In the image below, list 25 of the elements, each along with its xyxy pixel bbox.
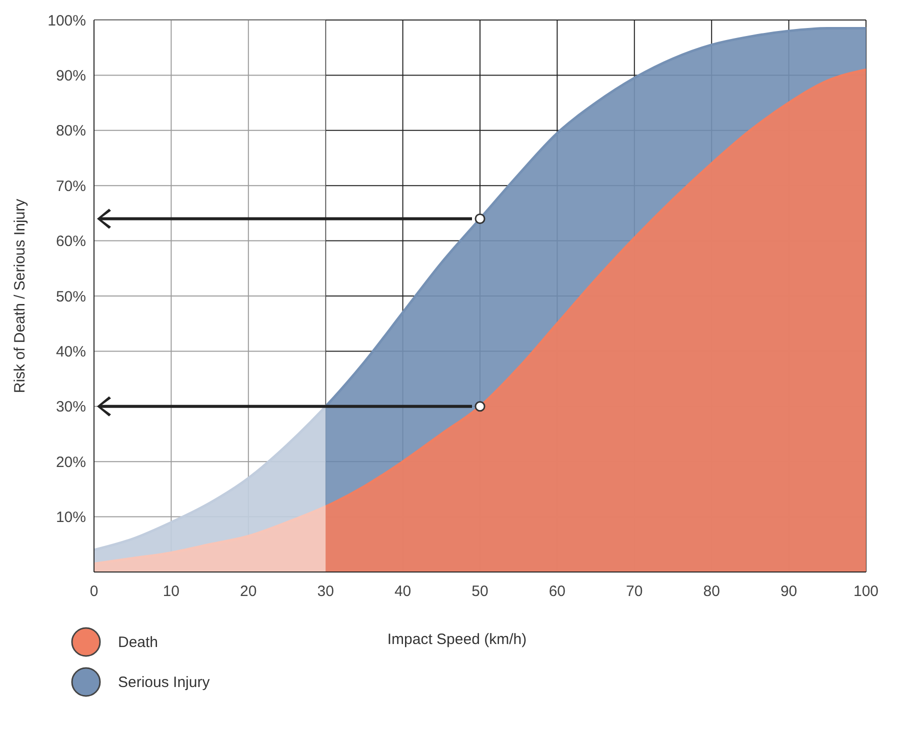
y-tick-label: 20% — [56, 454, 86, 471]
x-tick-label: 40 — [394, 583, 412, 600]
y-tick-label: 10% — [56, 509, 86, 526]
x-tick-label: 80 — [703, 583, 720, 600]
x-axis-title: Impact Speed (km/h) — [387, 631, 527, 648]
x-tick-label: 70 — [626, 583, 643, 600]
x-tick-label: 50 — [472, 583, 488, 600]
legend-label: Death — [118, 634, 158, 650]
y-tick-label: 40% — [56, 344, 86, 361]
y-tick-label: 100% — [48, 12, 86, 30]
y-tick-label: 60% — [56, 233, 86, 250]
y-tick-label: 30% — [56, 398, 86, 416]
x-tick-label: 20 — [240, 583, 257, 600]
legend-label: Serious Injury — [118, 674, 210, 690]
y-axis-title: Risk of Death / Serious Injury — [11, 198, 28, 394]
x-tick-label: 60 — [548, 583, 566, 600]
y-tick-label: 90% — [56, 68, 86, 85]
x-tick-label: 30 — [317, 583, 334, 600]
y-tick-label: 50% — [56, 288, 86, 306]
x-tick-label: 10 — [162, 583, 180, 600]
y-tick-label: 80% — [56, 122, 86, 140]
x-tick-label: 90 — [780, 583, 798, 600]
y-tick-label: 70% — [56, 178, 86, 195]
x-tick-label: 100 — [853, 583, 879, 600]
x-tick-label: 0 — [90, 583, 98, 600]
